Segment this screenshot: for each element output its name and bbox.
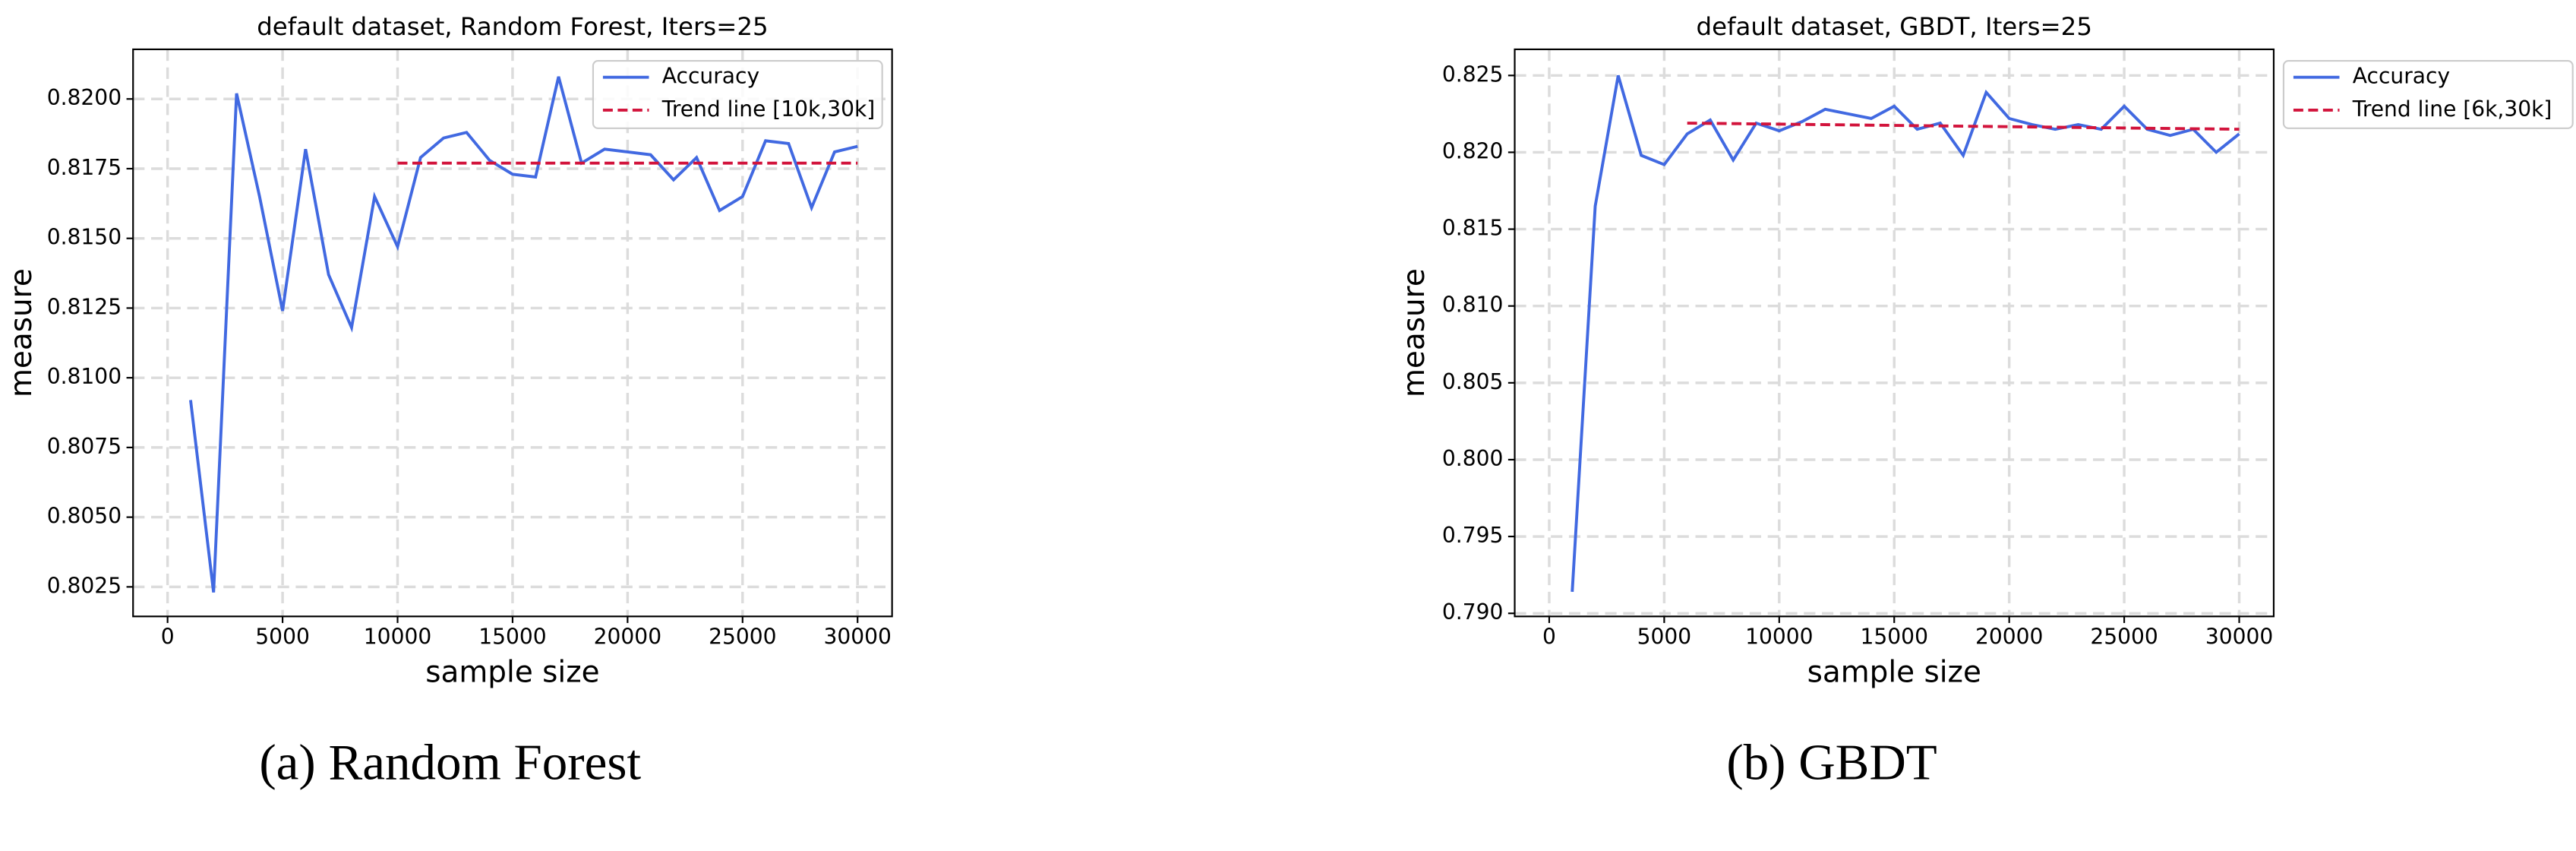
y-tick-label: 0.815 xyxy=(1442,216,1503,241)
y-tick-label: 0.8175 xyxy=(47,155,122,180)
caption: (b) GBDT xyxy=(1726,734,1937,791)
x-tick-label: 10000 xyxy=(1745,624,1813,649)
x-tick-label: 30000 xyxy=(824,624,892,649)
y-tick-label: 0.8100 xyxy=(47,364,122,389)
y-tick-label: 0.8025 xyxy=(47,573,122,598)
series-line xyxy=(1571,74,2240,593)
series-line xyxy=(1687,122,2240,131)
x-tick-label: 15000 xyxy=(1861,624,1928,649)
y-axis-label: measure xyxy=(5,268,39,397)
y-tick-label: 0.8050 xyxy=(47,504,122,529)
legend-box xyxy=(2282,59,2574,129)
axes-frame xyxy=(132,48,893,618)
x-tick-label: 15000 xyxy=(478,624,546,649)
y-tick-label: 0.8125 xyxy=(47,294,122,319)
series-line xyxy=(189,76,858,593)
legend-box xyxy=(592,59,883,129)
x-tick-label: 0 xyxy=(1542,624,1556,649)
chart-title: default dataset, Random Forest, Iters=25 xyxy=(257,12,768,41)
x-tick-label: 20000 xyxy=(1975,624,2043,649)
legend-label: Trend line [10k,30k] xyxy=(661,96,875,122)
x-tick-label: 30000 xyxy=(2205,624,2273,649)
x-tick-label: 5000 xyxy=(255,624,310,649)
y-tick-label: 0.820 xyxy=(1442,138,1503,163)
x-tick-label: 0 xyxy=(161,624,175,649)
x-tick-label: 10000 xyxy=(364,624,431,649)
x-tick-label: 25000 xyxy=(709,624,776,649)
y-tick-label: 0.805 xyxy=(1442,369,1503,394)
x-tick-label: 20000 xyxy=(594,624,661,649)
x-axis-label: sample size xyxy=(1807,655,1981,689)
x-axis-label: sample size xyxy=(425,655,599,689)
y-tick-label: 0.8200 xyxy=(47,85,122,110)
chart-title: default dataset, GBDT, Iters=25 xyxy=(1697,12,2092,41)
legend-label: Trend line [6k,30k] xyxy=(2352,96,2552,122)
y-tick-label: 0.825 xyxy=(1442,62,1503,87)
legend-label: Accuracy xyxy=(2353,64,2450,89)
chart: 0 5000 10000 15000 20000 25000 30000 0.790 0.795… xyxy=(1397,12,2574,791)
axes-frame xyxy=(1514,48,2275,618)
chart: 0 5000 10000 15000 20000 25000 30000 0.8025 0.80… xyxy=(5,12,893,791)
y-tick-label: 0.795 xyxy=(1442,523,1503,548)
y-axis-label: measure xyxy=(1397,268,1432,397)
y-tick-label: 0.800 xyxy=(1442,446,1503,471)
x-tick-label: 25000 xyxy=(2090,624,2158,649)
x-tick-label: 5000 xyxy=(1637,624,1692,649)
legend-label: Accuracy xyxy=(662,64,759,89)
caption: (a) Random Forest xyxy=(259,734,641,791)
y-tick-label: 0.8075 xyxy=(47,434,122,459)
y-tick-label: 0.810 xyxy=(1442,293,1503,318)
y-tick-label: 0.790 xyxy=(1442,599,1503,625)
y-tick-label: 0.8150 xyxy=(47,225,122,250)
